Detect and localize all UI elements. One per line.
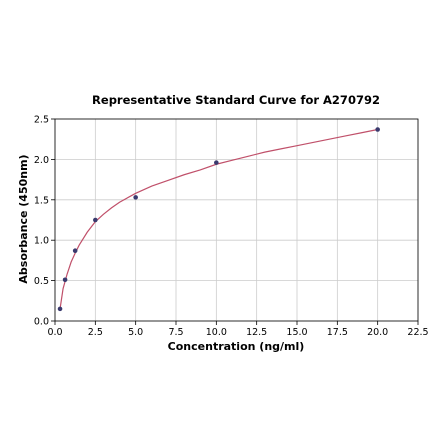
data-point <box>72 248 78 254</box>
x-tick-label: 20.0 <box>367 327 388 338</box>
x-tick-label: 5.0 <box>128 327 143 338</box>
x-tick-label: 0.0 <box>47 327 62 338</box>
plot-frame <box>54 118 419 322</box>
data-point <box>57 306 63 312</box>
y-tick-label: 1.5 <box>34 195 49 206</box>
x-tick-label: 10.0 <box>206 327 227 338</box>
x-tick-label: 15.0 <box>286 327 307 338</box>
y-tick-label: 0.0 <box>34 317 49 328</box>
grid <box>54 118 419 322</box>
x-tick-labels: 0.0 2.5 5.0 7.5 10.0 12.5 15.0 17.5 20.0 22.5 <box>47 327 428 338</box>
x-tick-label: 17.5 <box>327 327 348 338</box>
data-points <box>57 127 380 312</box>
x-tick-label: 2.5 <box>88 327 103 338</box>
data-point <box>93 217 98 223</box>
fit-curve <box>59 128 378 309</box>
axis-ticks <box>51 118 419 325</box>
chart-title: Representative Standard Curve for A27079… <box>92 93 380 107</box>
data-point <box>62 277 68 283</box>
y-tick-label: 1.0 <box>34 236 49 247</box>
y-axis-label: Absorbance (450nm) <box>17 154 30 283</box>
y-tick-label: 0.5 <box>34 276 49 287</box>
data-point <box>375 127 380 132</box>
data-point <box>133 195 138 200</box>
x-tick-label: 12.5 <box>246 327 267 338</box>
data-point <box>214 160 219 165</box>
y-tick-label: 2.0 <box>34 155 49 166</box>
x-tick-label: 22.5 <box>407 327 428 338</box>
y-tick-label: 2.5 <box>34 115 49 126</box>
y-tick-labels: 0.0 0.5 1.0 1.5 2.0 2.5 <box>34 115 49 328</box>
x-tick-label: 7.5 <box>168 327 183 338</box>
x-axis-label: Concentration (ng/ml) <box>168 340 305 353</box>
